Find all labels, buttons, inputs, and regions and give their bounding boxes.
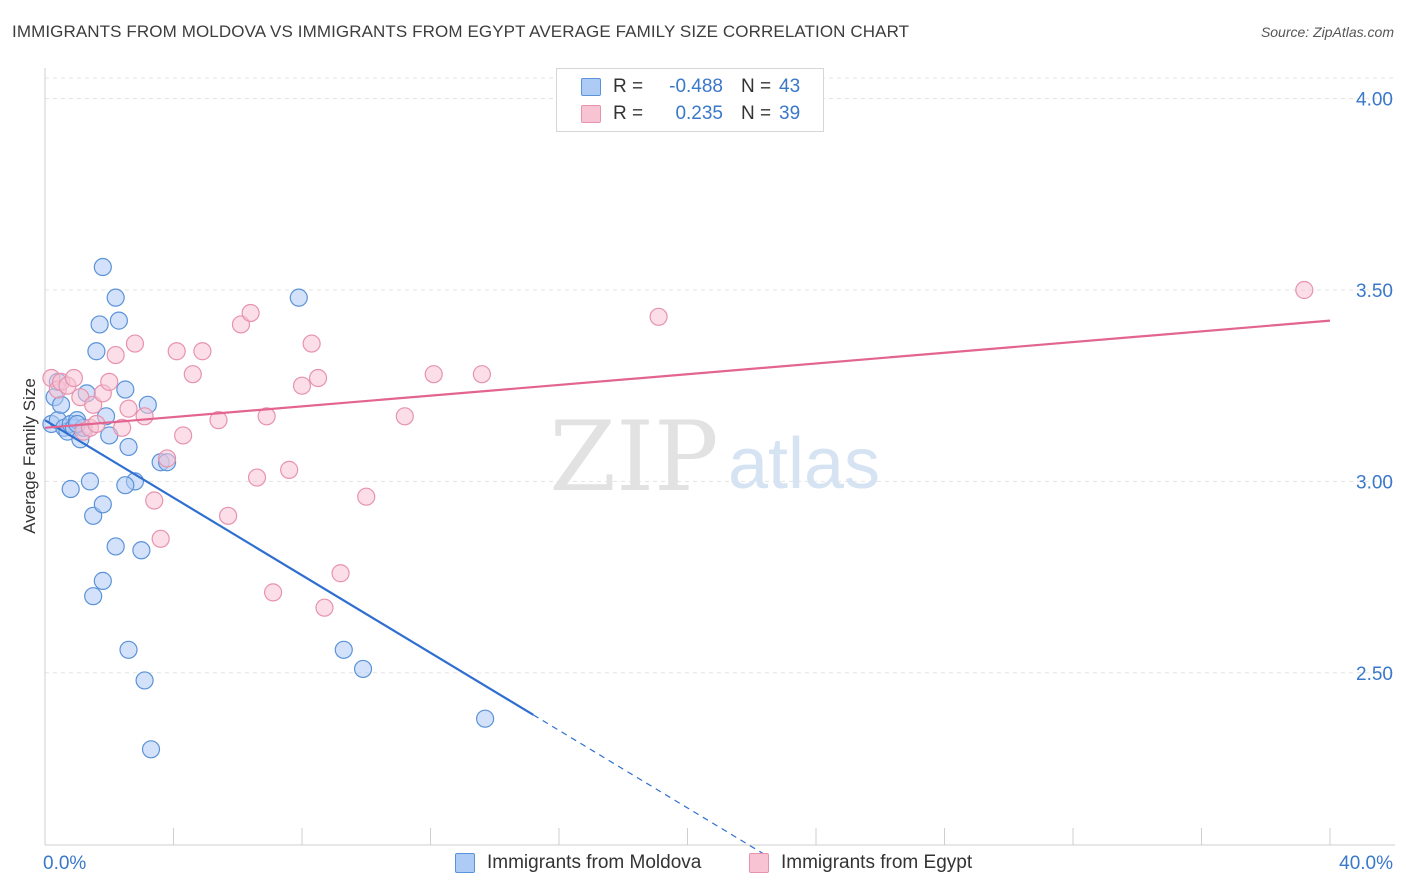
moldova-point [116,380,135,399]
moldova-point [289,288,308,307]
moldova-swatch [455,853,475,873]
egypt-point [263,583,283,602]
egypt-swatch [749,853,769,873]
x-tick-label: 0.0% [43,853,86,874]
egypt-point [119,399,138,418]
tick-labels: 2.50 3.00 3.50 4.00 0.0% 40.0% [43,90,1393,874]
egypt-point [135,407,154,426]
egypt-swatch [581,105,601,123]
y-tick-label: 3.00 [1356,472,1393,493]
egypt-point [357,487,376,506]
n-value: 39 [779,103,801,124]
correlation-legend: R = -0.488 N = 43 R = 0.235 N = 39 [556,68,824,132]
egypt-trend-line [44,319,1331,429]
axes [44,68,1395,846]
series-label: Immigrants from Egypt [781,852,973,873]
moldova-point [119,640,138,659]
y-tick-label: 4.00 [1356,90,1393,111]
egypt-point [209,411,228,430]
r-label: R = [613,76,644,97]
moldova-point [80,472,100,491]
moldova-point [109,311,128,330]
r-value: 0.235 [675,103,723,124]
watermark: ZIP atlas [549,401,880,513]
egypt-point [125,334,145,353]
egypt-point [315,598,334,617]
n-label: N = [741,76,772,97]
moldova-point [334,640,353,659]
egypt-point [219,506,238,525]
gridlines [45,77,1395,674]
legend-row-egypt: R = 0.235 N = 39 [581,102,800,126]
moldova-point [51,395,71,414]
y-tick-label: 3.50 [1356,281,1393,302]
egypt-point [167,342,186,361]
egypt-point [193,342,212,361]
chart-title: IMMIGRANTS FROM MOLDOVA VS IMMIGRANTS FR… [12,22,910,41]
egypt-point [151,529,170,548]
y-axis-label: Average Family Size [20,378,39,534]
moldova-point [135,671,154,690]
egypt-point [106,345,125,365]
moldova-point [106,537,125,556]
moldova-swatch [581,78,601,96]
n-value: 43 [779,76,801,97]
egypt-point [174,426,193,445]
moldova-point [84,587,103,606]
r-label: R = [613,103,644,124]
trend-lines [44,319,1331,857]
series-legend-egypt: Immigrants from Egypt [749,852,972,874]
series-legend-moldova: Immigrants from Moldova [455,852,701,874]
moldova-point [93,257,112,277]
moldova-point [119,437,138,457]
moldova-point [132,541,151,560]
moldova-point [353,659,373,679]
series-legend: Immigrants from Moldova Immigrants from … [0,852,1406,878]
n-label: N = [741,103,772,124]
source-label: Source: ZipAtlas.com [1260,24,1394,40]
moldova-point [61,479,80,499]
r-value: -0.488 [669,76,723,97]
x-tick-label: 40.0% [1339,853,1393,874]
egypt-point [280,460,299,479]
moldova-point [476,709,495,728]
egypt-point [331,564,350,583]
egypt-point [64,368,84,388]
egypt-point [395,407,414,426]
moldova-point [90,315,109,334]
moldova-point [106,288,125,307]
legend-row-moldova: R = -0.488 N = 43 [581,75,800,99]
egypt-point [292,376,312,395]
egypt-point [308,368,328,388]
y-tick-label: 2.50 [1356,664,1393,685]
egypt-point [241,303,260,323]
watermark-zip: ZIP [549,401,718,513]
egypt-point [247,468,267,487]
moldova-point [116,476,135,495]
moldova-point [93,571,112,590]
moldova-trend-line [44,419,534,716]
egypt-point [145,491,164,510]
moldova-trend-extension [532,714,769,857]
egypt-point [302,334,321,353]
egypt-point [472,365,491,384]
egypt-point [100,372,119,391]
moldova-point [87,342,106,361]
egypt-point [157,449,177,468]
moldova-point [93,495,112,514]
watermark-atlas: atlas [728,424,880,504]
egypt-point [183,365,202,384]
egypt-point [257,407,276,426]
series-label: Immigrants from Moldova [487,852,702,873]
egypt-point [1295,280,1314,300]
egypt-point [112,418,132,437]
data-points [42,257,1314,759]
egypt-point [649,307,668,326]
moldova-point [141,740,161,759]
egypt-point [424,365,443,384]
